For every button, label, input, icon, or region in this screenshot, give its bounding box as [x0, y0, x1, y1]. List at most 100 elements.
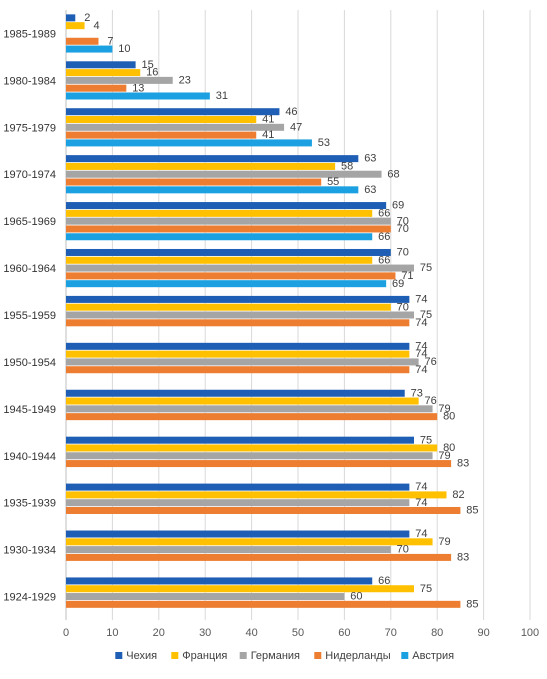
- bar-Нидерланды: [66, 553, 452, 561]
- bar-Чехия: [66, 483, 410, 491]
- category-label: 1940-1944: [3, 451, 56, 463]
- x-tick-label: 0: [63, 627, 69, 639]
- data-label: 70: [397, 215, 409, 227]
- bar-Германия: [66, 499, 410, 507]
- legend-swatch: [314, 652, 322, 659]
- data-label: 71: [401, 270, 413, 282]
- bar-Франция: [66, 397, 419, 405]
- data-label: 79: [438, 536, 450, 548]
- bar-Австрия: [66, 45, 113, 53]
- data-label: 74: [415, 340, 427, 352]
- data-label: 10: [118, 43, 130, 55]
- bar-Германия: [66, 217, 391, 225]
- x-tick-label: 80: [431, 627, 443, 639]
- bar-Австрия: [66, 186, 359, 194]
- category-label: 1965-1969: [3, 216, 56, 228]
- data-label: 79: [438, 450, 450, 462]
- data-label: 74: [415, 348, 427, 360]
- bar-Чехия: [66, 202, 387, 210]
- data-label: 41: [262, 114, 274, 126]
- bar-Германия: [66, 452, 433, 460]
- data-label: 7: [107, 35, 113, 47]
- data-labels-layer: 2471015162313314641474153635868556369667…: [84, 12, 478, 610]
- legend-swatch: [401, 652, 409, 659]
- data-label: 74: [415, 294, 427, 306]
- data-label: 41: [262, 129, 274, 141]
- data-label: 74: [415, 528, 427, 540]
- category-label: 1975-1979: [3, 122, 56, 134]
- x-tick-label: 30: [199, 627, 211, 639]
- x-tick-label: 90: [477, 627, 489, 639]
- data-label: 74: [415, 364, 427, 376]
- bar-Нидерланды: [66, 366, 410, 374]
- bar-Нидерланды: [66, 37, 99, 45]
- category-label: 1960-1964: [3, 263, 56, 275]
- category-label: 1935-1939: [3, 498, 56, 510]
- x-tick-label: 60: [338, 627, 350, 639]
- bar-Чехия: [66, 295, 410, 303]
- category-label: 1945-1949: [3, 404, 56, 416]
- data-label: 85: [466, 598, 478, 610]
- x-tick-label: 100: [521, 627, 539, 639]
- data-label: 55: [327, 176, 339, 188]
- data-label: 66: [378, 575, 390, 587]
- data-label: 4: [93, 20, 99, 32]
- legend: Чехия Франция Германия Нидерланды Австрия: [115, 650, 454, 662]
- bar-Чехия: [66, 108, 280, 116]
- bar-Франция: [66, 538, 433, 546]
- data-label: 80: [443, 442, 455, 454]
- bar-Франция: [66, 491, 447, 499]
- category-label: 1985-1989: [3, 28, 56, 40]
- data-label: 15: [141, 59, 153, 71]
- x-tick-label: 70: [385, 627, 397, 639]
- legend-label: Австрия: [412, 650, 454, 662]
- bar-Нидерланды: [66, 272, 396, 280]
- bar-Нидерланды: [66, 319, 410, 327]
- data-label: 75: [420, 434, 432, 446]
- bar-Франция: [66, 116, 257, 124]
- data-label: 16: [146, 67, 158, 79]
- data-label: 13: [132, 82, 144, 94]
- data-label: 75: [420, 309, 432, 321]
- bar-Франция: [66, 162, 336, 170]
- data-label: 2: [84, 12, 90, 24]
- bar-Нидерланды: [66, 131, 257, 139]
- bar-Германия: [66, 123, 285, 131]
- category-label: 1955-1959: [3, 310, 56, 322]
- legend-swatch: [171, 652, 179, 659]
- data-label: 76: [425, 356, 437, 368]
- bar-Германия: [66, 546, 391, 554]
- bar-Чехия: [66, 530, 410, 538]
- bar-Германия: [66, 264, 414, 272]
- bar-Чехия: [66, 14, 76, 22]
- data-label: 73: [411, 387, 423, 399]
- data-label: 58: [341, 161, 353, 173]
- data-label: 23: [179, 74, 191, 86]
- legend-swatch: [239, 652, 247, 659]
- data-label: 46: [285, 106, 297, 118]
- data-label: 79: [438, 403, 450, 415]
- data-label: 74: [415, 497, 427, 509]
- bar-Чехия: [66, 155, 359, 163]
- bar-Нидерланды: [66, 178, 322, 186]
- bar-Франция: [66, 256, 373, 264]
- data-label: 66: [378, 254, 390, 266]
- category-label: 1980-1984: [3, 75, 56, 87]
- bar-Австрия: [66, 92, 210, 100]
- category-label: 1970-1974: [3, 169, 56, 181]
- data-label: 75: [420, 262, 432, 274]
- bar-Германия: [66, 170, 382, 178]
- category-label: 1930-1934: [3, 545, 56, 557]
- bar-Австрия: [66, 233, 373, 241]
- data-label: 80: [443, 411, 455, 423]
- x-tick-label: 40: [245, 627, 257, 639]
- bar-Нидерланды: [66, 84, 127, 92]
- legend-label: Нидерланды: [325, 650, 390, 662]
- category-labels-layer: 1985-1989 1980-1984 1975-1979 1970-1974 1965…: [3, 28, 56, 603]
- bar-Чехия: [66, 436, 414, 444]
- data-label: 60: [350, 591, 362, 603]
- bar-Австрия: [66, 139, 312, 147]
- bar-Франция: [66, 350, 410, 358]
